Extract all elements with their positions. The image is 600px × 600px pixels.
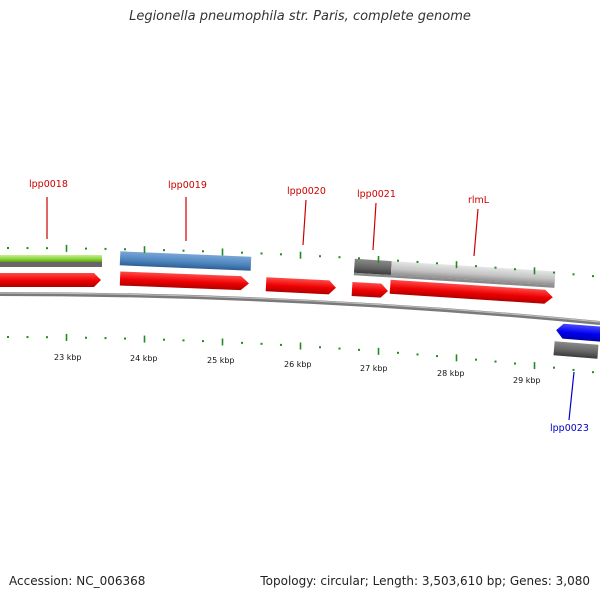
scale-labels: 23 kbp 24 kbp 25 kbp 26 kbp 27 kbp 28 kbp 29 k…	[54, 353, 541, 385]
scale-label: 27 kbp	[360, 364, 388, 373]
cds-track-reverse	[553, 323, 600, 359]
scale-label: 28 kbp	[437, 369, 465, 378]
gene-label-lpp0020[interactable]: lpp0020	[287, 186, 326, 197]
gene-bar-lpp0019[interactable]	[119, 251, 252, 271]
gene-label-rlml[interactable]: rlmL	[468, 195, 490, 206]
cds-arrow-lpp0019[interactable]	[119, 271, 249, 291]
scale-ticks	[7, 244, 594, 374]
gene-label-lpp0019[interactable]: lpp0019	[168, 180, 207, 191]
gene-labels: lpp0018 lpp0019 lpp0020 lpp0021 rlmL lpp0023	[29, 179, 589, 434]
gene-track-upper	[0, 251, 556, 288]
gene-label-lpp0023[interactable]: lpp0023	[550, 423, 589, 434]
gene-bar-lpp0023[interactable]	[553, 341, 599, 359]
accession-text: Accession: NC_006368	[9, 574, 146, 588]
gene-label-lpp0018[interactable]: lpp0018	[29, 179, 68, 190]
gene-bar-lpp0018[interactable]	[0, 255, 102, 267]
scale-label: 26 kbp	[284, 360, 312, 369]
gene-bar-lpp0021-rlml[interactable]	[353, 258, 556, 288]
cds-arrow-rlml[interactable]	[389, 279, 554, 304]
genome-backbone	[0, 292, 600, 325]
cds-arrow-lpp0021[interactable]	[351, 282, 389, 298]
genome-backbone-highlight	[0, 292, 600, 323]
genome-summary-text: Topology: circular; Length: 3,503,610 bp…	[260, 574, 590, 588]
cds-arrow-lpp0018[interactable]	[0, 273, 101, 287]
cds-track-forward	[0, 271, 554, 304]
scale-label: 23 kbp	[54, 353, 82, 362]
scale-label: 24 kbp	[130, 354, 158, 363]
gene-label-lpp0021[interactable]: lpp0021	[357, 189, 396, 200]
label-leader-lines	[46, 197, 575, 421]
scale-label: 29 kbp	[513, 376, 541, 385]
cds-arrow-lpp0020[interactable]	[265, 277, 337, 295]
cds-arrow-lpp0023[interactable]	[556, 323, 600, 342]
scale-label: 25 kbp	[207, 356, 235, 365]
page-title: Legionella pneumophila str. Paris, compl…	[129, 9, 471, 24]
